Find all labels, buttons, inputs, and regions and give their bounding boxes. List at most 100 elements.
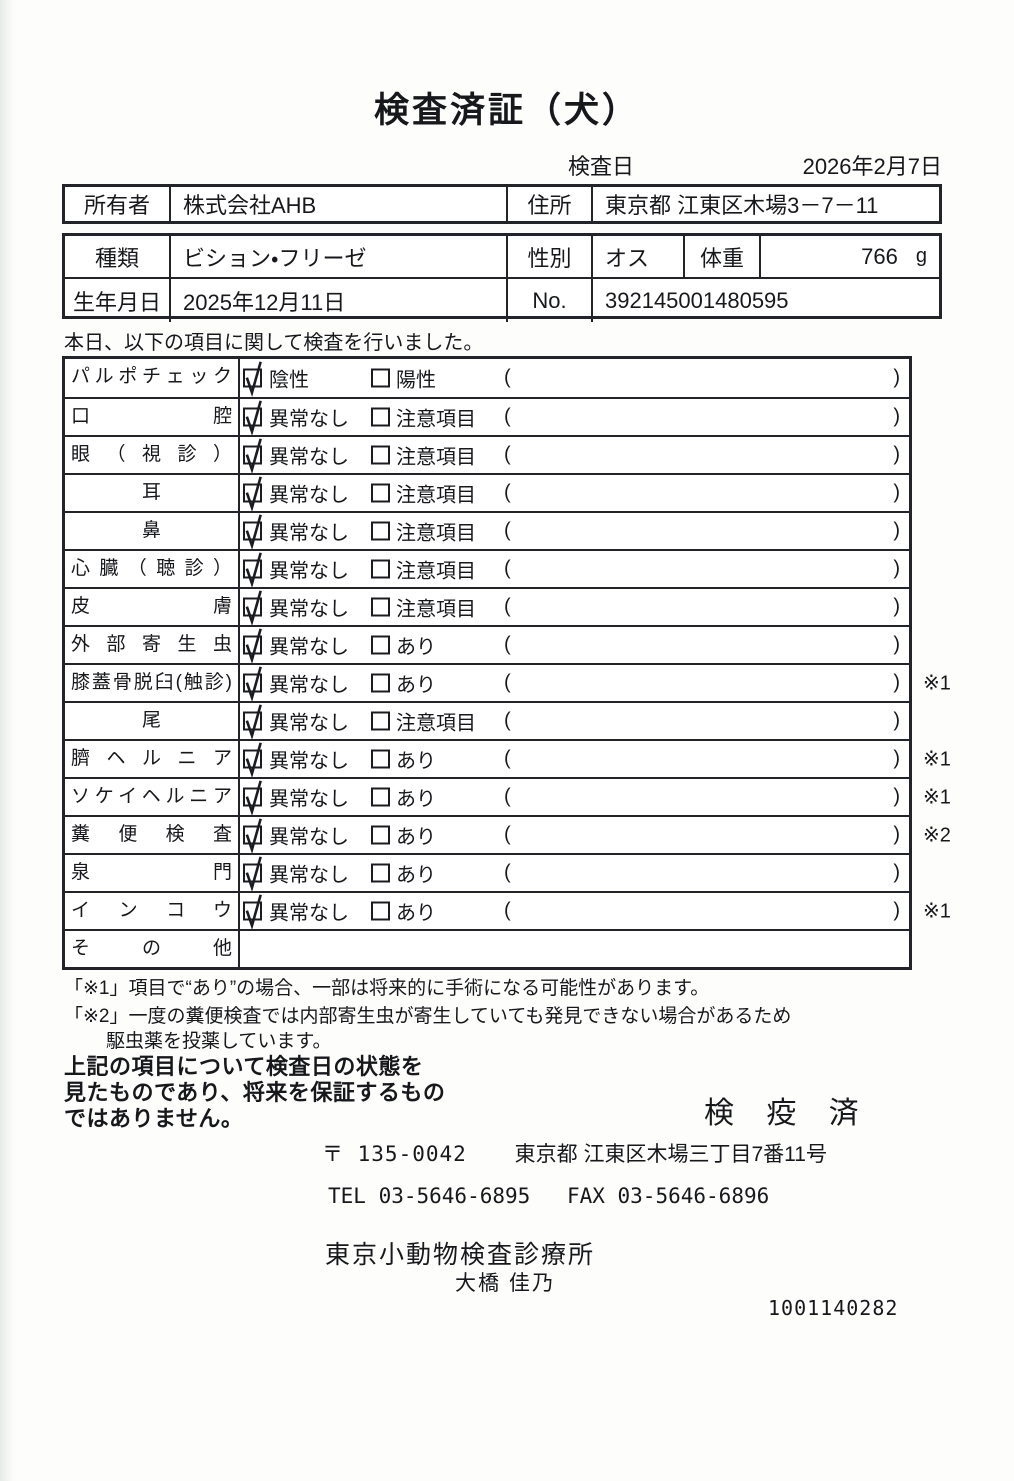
remarks-paren-close: ) xyxy=(893,633,900,656)
checklist-item-label: 糞便検査 xyxy=(65,817,240,853)
checkbox-result-secondary xyxy=(371,559,390,579)
checkbox-result-primary xyxy=(243,894,262,930)
clinic-contact-line: TEL 03-5646-6895 FAX 03-5646-6896 xyxy=(328,1184,769,1208)
checkbox-result-secondary xyxy=(371,673,390,693)
checklist-item-result: 異常なし 注意項目 ( ) xyxy=(240,399,909,436)
remarks-paren-open: ( xyxy=(504,595,511,618)
remarks-paren-close: ) xyxy=(893,709,900,732)
remarks-paren-close: ) xyxy=(893,519,900,542)
inspection-date-label: 検査日 xyxy=(568,154,635,179)
checkbox-result-secondary xyxy=(371,445,390,465)
checkbox-result-primary xyxy=(243,742,262,778)
checkbox-result-primary xyxy=(243,361,262,397)
disclaimer-line-1: 上記の項目について検査日の状態を xyxy=(64,1054,424,1079)
option2-label: あり xyxy=(396,750,436,773)
remarks-paren-close: ) xyxy=(893,481,900,504)
option1-label: 陰性 xyxy=(269,369,309,392)
checklist-row: 鼻 異常なし 注意項目 ( ) xyxy=(65,511,909,550)
check-mark-icon xyxy=(245,628,262,664)
option2-label: あり xyxy=(396,788,436,811)
remarks-paren-open: ( xyxy=(504,785,511,808)
option1-label: 異常なし xyxy=(269,902,349,925)
footnote-reference: ※1 xyxy=(923,900,951,923)
remarks-paren-close: ) xyxy=(893,595,900,618)
owner-address-label: 住所 xyxy=(506,187,591,221)
checklist-item-result xyxy=(240,931,909,967)
remarks-paren-close: ) xyxy=(893,785,900,808)
checklist-item-label: 泉門 xyxy=(65,855,240,891)
checkbox-result-primary xyxy=(243,666,262,702)
registration-no-label: No. xyxy=(506,279,591,322)
checklist-item-label: パルポチェック xyxy=(65,359,240,397)
remarks-paren-open: ( xyxy=(504,671,511,694)
pet-info-row-1: 種類 ビション・フリーゼ 性別 オス 体重 766 g xyxy=(65,236,939,279)
option2-label: あり xyxy=(396,636,436,659)
checkbox-result-secondary xyxy=(371,597,390,617)
checkbox-result-secondary xyxy=(371,368,390,388)
owner-table: 所有者 株式会社AHB 住所 東京都 江東区木場3－7－11 xyxy=(62,184,942,224)
checklist-item-label: 鼻 xyxy=(65,513,240,549)
checkbox-result-primary xyxy=(243,704,262,740)
remarks-paren-open: ( xyxy=(504,861,511,884)
remarks-paren-close: ) xyxy=(893,823,900,846)
option2-label: 注意項目 xyxy=(396,598,476,621)
checkbox-result-primary xyxy=(243,476,262,512)
remarks-paren-close: ) xyxy=(893,366,900,389)
checklist-row: 糞便検査 異常なし あり ( ) ※2 xyxy=(65,815,951,854)
footnote-1: 「※1」項目で“あり”の場合、一部は将来的に手術になる可能性があります。 xyxy=(64,978,710,999)
checkbox-result-primary xyxy=(243,780,262,816)
option2-label: 注意項目 xyxy=(396,446,476,469)
remarks-paren-open: ( xyxy=(504,405,511,428)
checklist-item-result: 異常なし あり ( ) xyxy=(240,855,909,892)
checkbox-result-secondary xyxy=(371,749,390,769)
checklist-item-result: 異常なし 注意項目 ( ) xyxy=(240,703,909,740)
checklist-row: 外部寄生虫 異常なし あり ( ) xyxy=(65,625,909,664)
checklist-row: 口腔 異常なし 注意項目 ( ) xyxy=(65,397,909,436)
remarks-paren-open: ( xyxy=(504,443,511,466)
disclaimer-line-3: ではありません。 xyxy=(64,1106,244,1131)
weight-number: 766 xyxy=(861,243,898,269)
checklist-row: パルポチェック 陰性 陽性 ( ) xyxy=(65,359,909,397)
check-mark-icon xyxy=(245,590,262,626)
owner-label: 所有者 xyxy=(83,193,150,218)
remarks-paren-close: ) xyxy=(893,747,900,770)
checklist-item-result: 異常なし 注意項目 ( ) xyxy=(240,475,909,512)
checklist-row: 心臓（聴診） 異常なし 注意項目 ( ) xyxy=(65,549,909,588)
pet-info-row-2: 生年月日 2025年12月11日 No. 392145001480595 xyxy=(65,279,939,322)
checkbox-result-primary xyxy=(243,552,262,588)
check-mark-icon xyxy=(245,438,262,474)
checklist-item-label: 膝蓋骨脱臼(触診) xyxy=(65,665,240,701)
check-mark-icon xyxy=(245,552,262,588)
option2-label: 陽性 xyxy=(396,369,436,392)
weight-label: 体重 xyxy=(683,236,759,277)
checklist-row: 臍ヘルニア 異常なし あり ( ) ※1 xyxy=(65,739,951,778)
quarantine-passed-stamp: 検 疫 済 xyxy=(704,1097,871,1130)
option1-label: 異常なし xyxy=(269,408,349,431)
option2-label: あり xyxy=(396,674,436,697)
checkbox-result-secondary xyxy=(371,711,390,731)
clinic-fax: FAX 03-5646-6896 xyxy=(566,1184,770,1208)
option1-label: 異常なし xyxy=(269,674,349,697)
remarks-paren-close: ) xyxy=(893,443,900,466)
checklist-item-result: 異常なし あり ( ) xyxy=(240,741,909,778)
remarks-paren-open: ( xyxy=(504,823,511,846)
birthdate-value: 2025年12月11日 xyxy=(169,279,506,322)
footnote-reference: ※1 xyxy=(923,672,951,695)
remarks-paren-close: ) xyxy=(893,671,900,694)
option2-label: 注意項目 xyxy=(396,522,476,545)
checklist-item-label: インコウ xyxy=(65,893,240,929)
checklist-item-result: 異常なし 注意項目 ( ) xyxy=(240,513,909,550)
checklist-item-result: 陰性 陽性 ( ) xyxy=(240,359,909,397)
checklist-item-label: 外部寄生虫 xyxy=(65,627,240,663)
checklist-row: その他 xyxy=(65,929,909,967)
sex-label: 性別 xyxy=(506,236,591,277)
check-mark-icon xyxy=(245,856,262,892)
remarks-paren-open: ( xyxy=(504,899,511,922)
breed-value: ビション・フリーゼ xyxy=(169,236,506,277)
checkbox-result-primary xyxy=(243,628,262,664)
checkbox-result-primary xyxy=(243,400,262,436)
checklist-item-result: 異常なし 注意項目 ( ) xyxy=(240,437,909,474)
checklist-item-label: 耳 xyxy=(65,475,240,511)
checklist-item-result: 異常なし あり ( ) xyxy=(240,893,909,930)
